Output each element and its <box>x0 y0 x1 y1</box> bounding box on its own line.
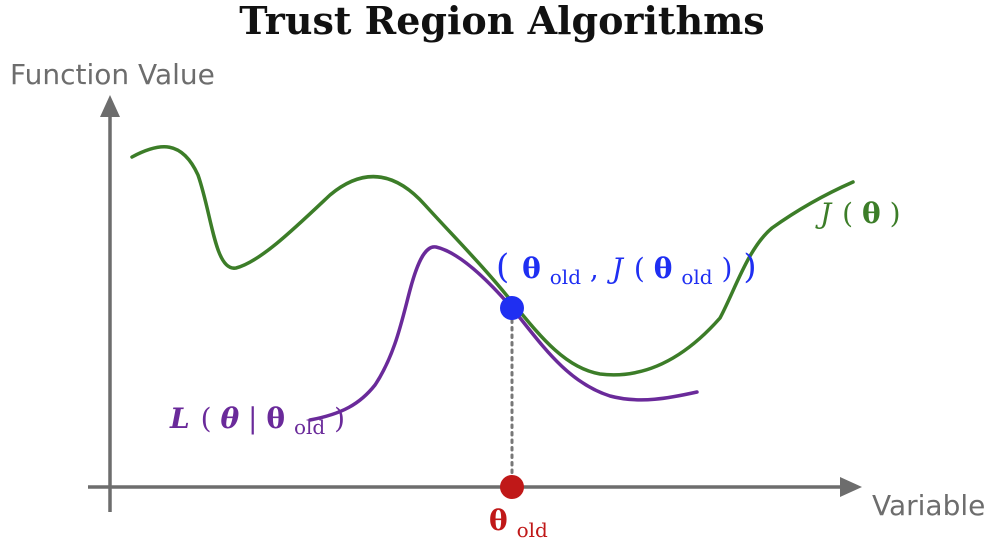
theta-old-axis-label-sub: old <box>517 518 548 542</box>
surrogate-theta-old-sub: old <box>294 415 325 439</box>
theta-old-axis-marker <box>500 475 524 499</box>
surrogate-curve <box>308 245 699 422</box>
point-label: ( θ old , J ( θ old ) ) <box>496 247 757 291</box>
objective-close-paren: ) <box>890 197 901 230</box>
theta-old-axis-label: θ old <box>489 504 548 542</box>
point-label-close-paren: ) <box>743 247 756 287</box>
point-label-inner-open: ( <box>634 252 645 285</box>
surrogate-theta-symbol: θ <box>220 402 239 435</box>
surrogate-close-paren: ) <box>334 402 345 435</box>
x-axis-arrowhead <box>840 477 862 497</box>
objective-theta-symbol: θ <box>862 197 881 230</box>
theta-old-axis-label-theta: θ <box>489 504 508 537</box>
objective-func-symbol: J <box>815 197 833 230</box>
y-axis-arrowhead <box>100 95 120 117</box>
point-label-inner-close: ) <box>721 252 732 285</box>
point-label-inner-theta: θ <box>654 252 673 285</box>
surrogate-bar: | <box>248 402 257 435</box>
point-label-theta: θ <box>522 252 541 285</box>
surrogate-curve-label: L ( θ | θ old ) <box>169 402 345 441</box>
page-title: Trust Region Algorithms <box>239 0 764 43</box>
objective-curve <box>130 145 855 377</box>
point-label-comma: , <box>590 252 599 285</box>
axes <box>88 95 862 512</box>
theta-old-point <box>500 296 524 320</box>
surrogate-func-symbol: L <box>169 402 190 435</box>
point-label-theta-sub: old <box>550 265 581 289</box>
point-label-inner-sub: old <box>681 265 712 289</box>
surrogate-theta-old-base: θ <box>266 402 285 435</box>
objective-open-paren: ( <box>842 197 853 230</box>
surrogate-open-paren: ( <box>201 402 212 435</box>
point-label-func: J <box>607 252 625 285</box>
y-axis-label: Function Value <box>10 58 215 91</box>
point-label-open-paren: ( <box>496 247 509 287</box>
objective-curve-label: J ( θ ) <box>815 197 901 230</box>
x-axis-label: Variable <box>872 489 985 522</box>
